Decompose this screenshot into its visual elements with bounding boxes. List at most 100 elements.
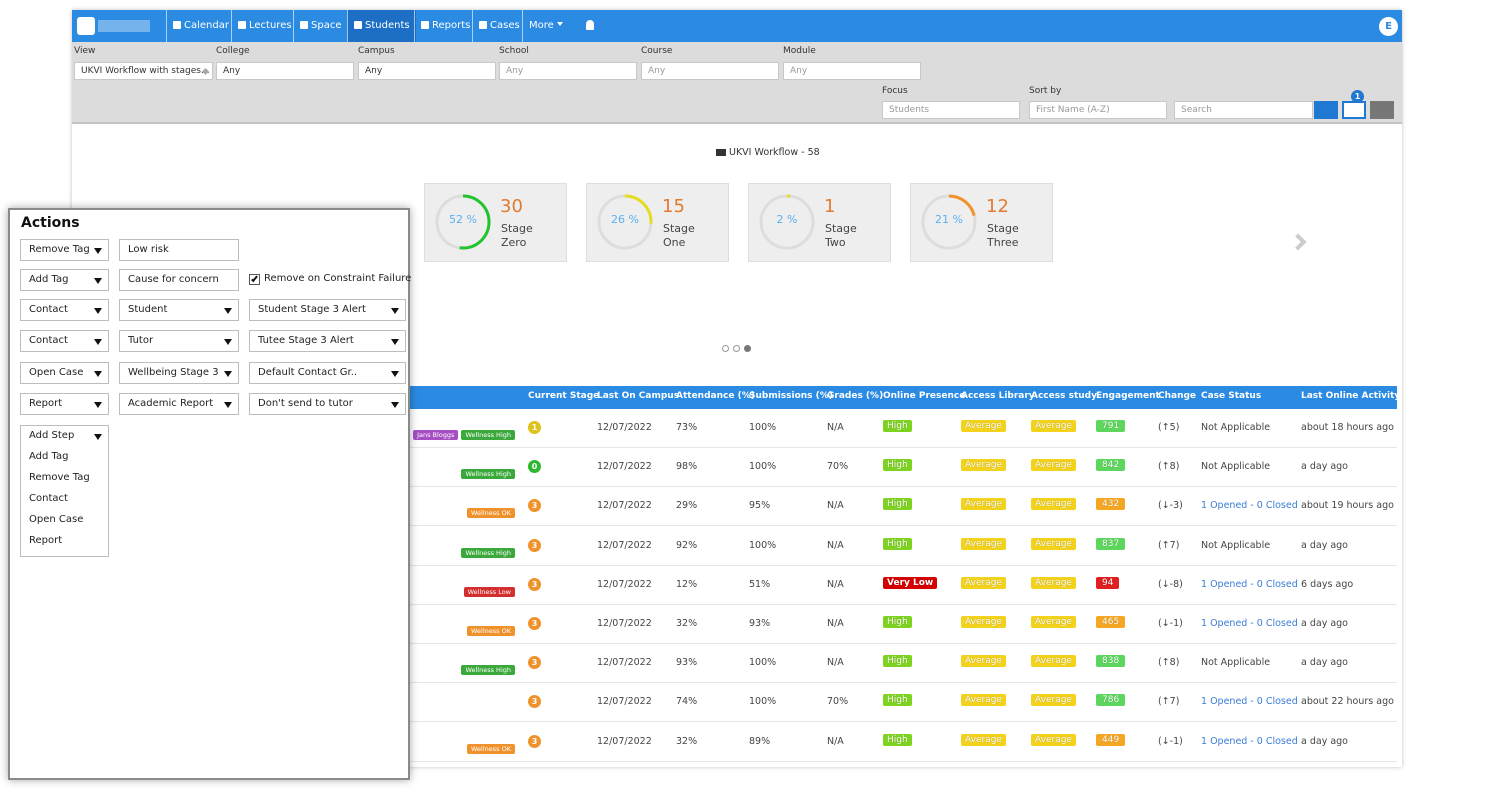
control-text: Report <box>29 398 63 409</box>
filter-label: Module <box>783 46 816 56</box>
carousel-dot[interactable] <box>722 345 729 352</box>
cell: 12/07/2022 <box>597 578 652 590</box>
nav-item[interactable]: Students <box>347 10 416 42</box>
control-text: Remove Tag <box>29 244 90 255</box>
case-status[interactable]: 1 Opened - 0 Closed <box>1201 735 1298 747</box>
carousel-dot[interactable] <box>733 345 740 352</box>
nav-item[interactable]: Reports <box>414 10 476 42</box>
cell: Average <box>961 576 1006 589</box>
reset-button[interactable] <box>1370 101 1394 119</box>
stage-label: Stage Zero <box>501 222 533 249</box>
select[interactable]: Remove Tag <box>20 239 109 261</box>
nav-item[interactable]: Space <box>293 10 347 42</box>
cell: 100% <box>749 696 777 708</box>
cell: N/A <box>827 618 844 629</box>
column-header[interactable]: Current Stage <box>528 391 600 401</box>
column-header[interactable]: Case Status <box>1201 391 1262 401</box>
select[interactable]: Tutor <box>119 330 239 352</box>
column-header[interactable]: Online Presence <box>883 391 966 401</box>
nav-bell[interactable] <box>586 20 594 30</box>
column-header[interactable]: Submissions (%) <box>749 391 833 401</box>
search-button[interactable] <box>1314 101 1338 119</box>
stage-card[interactable]: 21 % 12 Stage Three <box>910 183 1053 262</box>
column-header[interactable]: Access study <box>1031 391 1097 401</box>
filter-button[interactable] <box>1342 101 1366 119</box>
workflow-icon <box>716 149 726 156</box>
cell: 12/07/2022 <box>597 539 652 551</box>
column-header[interactable]: Last Online Activity <box>1301 391 1401 401</box>
dropdown-option[interactable]: Report <box>29 535 63 546</box>
select[interactable]: Add Tag <box>20 269 109 291</box>
avatar[interactable]: E <box>1379 17 1398 36</box>
search-input[interactable]: Search <box>1174 101 1313 119</box>
cell: Average <box>961 459 1006 472</box>
cell: 93% <box>676 657 698 669</box>
cell: 12/07/2022 <box>597 657 652 669</box>
select[interactable]: Open Case <box>20 362 109 384</box>
tag: Wellness High <box>461 547 515 558</box>
caret <box>224 339 232 345</box>
dropdown-option[interactable]: Add Tag <box>29 451 69 462</box>
column-header[interactable]: Last On Campus <box>597 391 680 401</box>
nav-item[interactable]: Calendar <box>166 10 235 42</box>
nav-label: Reports <box>432 20 471 31</box>
cell: Average <box>1031 655 1076 668</box>
nav-item[interactable]: Cases <box>472 10 526 42</box>
filter-value: UKVI Workflow with stages... <box>81 66 210 76</box>
control-text: Open Case <box>29 367 84 378</box>
case-status[interactable]: 1 Opened - 0 Closed <box>1201 500 1298 512</box>
access-badge: Average <box>961 694 1006 707</box>
filter-input[interactable]: Any <box>641 62 779 80</box>
tag-list: Wellness High <box>260 540 515 559</box>
actions-title: Actions <box>21 215 80 231</box>
access-badge: Average <box>961 420 1006 432</box>
column-header[interactable]: Change <box>1158 391 1197 401</box>
text-input[interactable]: Low risk <box>119 239 239 261</box>
filter-input[interactable]: Any <box>499 62 637 80</box>
case-status[interactable]: 1 Opened - 0 Closed <box>1201 696 1298 708</box>
cell: a day ago <box>1301 539 1348 551</box>
filter-input[interactable]: Students <box>882 101 1020 119</box>
column-header[interactable]: Attendance (%) <box>676 391 755 401</box>
select[interactable]: Don't send to tutor <box>249 393 406 415</box>
dropdown-option[interactable]: Contact <box>29 493 68 504</box>
stage-card[interactable]: 52 % 30 Stage Zero <box>424 183 567 262</box>
carousel-dot[interactable] <box>744 345 751 352</box>
filter-input[interactable]: Any <box>783 62 921 80</box>
case-status[interactable]: 1 Opened - 0 Closed <box>1201 578 1298 590</box>
stage-card[interactable]: 2 % 1 Stage Two <box>748 183 891 262</box>
select[interactable]: Academic Report <box>119 393 239 415</box>
select[interactable]: Contact <box>20 330 109 352</box>
filter-label: Focus <box>882 86 908 96</box>
text-input[interactable]: Cause for concern <box>119 269 239 291</box>
select[interactable]: Wellbeing Stage 3 <box>119 362 239 384</box>
stage-card[interactable]: 26 % 15 Stage One <box>586 183 729 262</box>
select[interactable]: Contact <box>20 299 109 321</box>
access-badge: Average <box>1031 498 1076 511</box>
dropdown-option[interactable]: Remove Tag <box>29 472 90 483</box>
select[interactable]: Default Contact Gr.. <box>249 362 406 384</box>
select[interactable]: Add Step <box>21 426 108 448</box>
filter-input[interactable]: Any <box>216 62 354 80</box>
cell: 100% <box>749 539 777 551</box>
filter-input[interactable]: UKVI Workflow with stages... <box>74 62 213 80</box>
filter-input[interactable]: First Name (A-Z) <box>1029 101 1167 119</box>
access-badge: Average <box>1031 694 1076 707</box>
column-header[interactable]: Access Library <box>961 391 1035 401</box>
select[interactable]: Report <box>20 393 109 415</box>
checkbox[interactable] <box>249 274 260 285</box>
column-header[interactable]: Engagement <box>1096 391 1160 401</box>
dropdown-option[interactable]: Open Case <box>29 514 84 525</box>
case-status[interactable]: 1 Opened - 0 Closed <box>1201 618 1298 629</box>
stage-dot: 3 <box>528 538 541 552</box>
nav-label: Cases <box>490 20 520 31</box>
nav-item[interactable]: Lectures <box>231 10 298 42</box>
select[interactable]: Student Stage 3 Alert <box>249 299 406 321</box>
select[interactable]: Tutee Stage 3 Alert <box>249 330 406 352</box>
filter-input[interactable]: Any <box>358 62 496 80</box>
nav-item[interactable]: More <box>522 10 569 42</box>
select[interactable]: Student <box>119 299 239 321</box>
column-header[interactable]: Grades (%) <box>827 391 884 401</box>
presence-badge: High <box>883 498 912 511</box>
ring-arc <box>759 194 815 250</box>
